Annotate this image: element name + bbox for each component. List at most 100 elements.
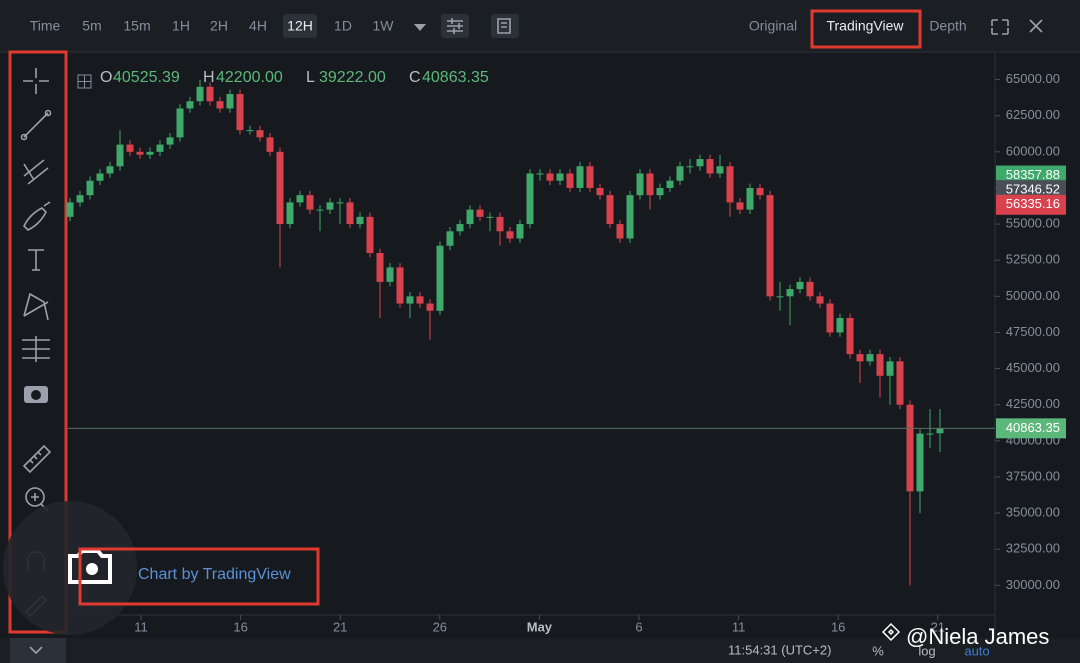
interval-button[interactable]: 12H xyxy=(287,18,313,34)
candle-body xyxy=(456,224,464,232)
indicator-button[interactable] xyxy=(441,14,469,38)
close-icon[interactable] xyxy=(1029,19,1043,33)
candle-body xyxy=(316,209,324,211)
line-tool-end xyxy=(20,133,28,141)
view-button[interactable]: Depth xyxy=(929,18,966,34)
text-tool[interactable] xyxy=(28,249,44,271)
candle-body xyxy=(156,144,164,152)
candle-body xyxy=(646,173,654,196)
candle-body xyxy=(606,195,614,225)
interval-dropdown[interactable] xyxy=(414,24,426,31)
candle-body xyxy=(436,245,444,311)
interval-active xyxy=(283,14,317,38)
prediction-tool[interactable] xyxy=(22,336,50,362)
plot: 30000.0032500.0035000.0037500.0040000.00… xyxy=(66,71,1066,634)
brush-tool[interactable] xyxy=(23,201,51,231)
candle-body xyxy=(656,187,664,196)
ohlc-key: C xyxy=(409,69,421,86)
candle-body xyxy=(386,267,394,282)
candle-body xyxy=(216,101,224,109)
y-tick-label: 42500.00 xyxy=(1006,396,1060,411)
y-tick-label: 52500.00 xyxy=(1006,252,1060,267)
x-tick-label: 6 xyxy=(635,619,642,634)
candle-body xyxy=(246,130,254,132)
candle-body xyxy=(616,224,624,239)
measure-tool[interactable] xyxy=(22,444,52,474)
candle-body xyxy=(416,296,424,304)
candle-body xyxy=(746,187,754,210)
candle-body xyxy=(176,108,184,138)
price-tag-label: 40863.35 xyxy=(1006,420,1060,435)
candle-body xyxy=(96,173,104,181)
scale-button[interactable]: % xyxy=(872,643,884,658)
candle-body xyxy=(926,433,934,435)
line-tool[interactable] xyxy=(23,112,49,138)
candle-body xyxy=(126,144,134,152)
x-tick-label: 26 xyxy=(433,619,447,634)
candle-body xyxy=(516,224,524,239)
candle-body xyxy=(586,166,594,188)
zoom-tool[interactable] xyxy=(25,487,45,507)
scale-button[interactable]: auto xyxy=(964,643,989,658)
view-button[interactable]: Original xyxy=(749,18,797,34)
candle-body xyxy=(426,303,434,311)
x-tick-label: 11 xyxy=(134,619,148,634)
candle-body xyxy=(916,433,924,492)
candle-body xyxy=(896,361,904,405)
candle-body xyxy=(486,216,494,218)
candle-body xyxy=(816,296,824,304)
credit-icon xyxy=(881,622,901,642)
interval-button[interactable]: 1W xyxy=(373,18,395,34)
interval-button[interactable]: 1H xyxy=(172,18,190,34)
y-tick-label: 30000.00 xyxy=(1006,577,1060,592)
x-tick-label: 21 xyxy=(333,619,347,634)
price-tag-label: 58357.88 xyxy=(1006,167,1060,182)
highlight-box xyxy=(8,50,68,634)
interval-button[interactable]: 1D xyxy=(334,18,352,34)
settings-button[interactable] xyxy=(491,14,519,38)
ohlc-value: 40863.35 xyxy=(422,69,489,86)
clock: 11:54:31 (UTC+2) xyxy=(728,642,831,657)
interval-button[interactable]: 4H xyxy=(249,18,267,34)
candle-body xyxy=(846,317,854,355)
candle-body xyxy=(396,267,404,304)
candle-body xyxy=(836,317,844,333)
fullscreen-icon[interactable] xyxy=(991,19,1009,35)
candle-body xyxy=(336,202,344,204)
y-tick-label: 47500.00 xyxy=(1006,324,1060,339)
candle-body xyxy=(406,296,414,304)
candle-body xyxy=(116,144,124,167)
screenshot-lens xyxy=(31,390,41,400)
y-tick-label: 65000.00 xyxy=(1006,71,1060,86)
fib-tool[interactable] xyxy=(23,159,49,185)
candle-body xyxy=(86,180,94,196)
y-tick-label: 37500.00 xyxy=(1006,468,1060,483)
interval-button[interactable]: 5m xyxy=(82,18,101,34)
view-button[interactable]: TradingView xyxy=(826,18,904,34)
candle-body xyxy=(826,303,834,333)
ohlc-value: 40525.39 xyxy=(113,69,180,86)
y-tick-label: 32500.00 xyxy=(1006,541,1060,556)
candle-body xyxy=(256,130,264,138)
candle-body xyxy=(796,281,804,290)
ohlc-key: O xyxy=(100,69,112,86)
crosshair-tool[interactable] xyxy=(23,68,49,94)
scale-button[interactable]: log xyxy=(918,643,935,658)
candle-body xyxy=(776,296,784,298)
ohlc-key: H xyxy=(203,69,215,86)
price-tag xyxy=(996,418,1066,439)
candle-body xyxy=(866,354,874,362)
pattern-tool[interactable] xyxy=(23,292,49,321)
candle-body xyxy=(696,159,704,167)
y-tick-label: 55000.00 xyxy=(1006,216,1060,231)
legend-toggle-mark xyxy=(78,75,91,88)
interval-button[interactable]: 2H xyxy=(210,18,228,34)
price-tag-label: 57346.52 xyxy=(1006,182,1060,197)
interval-button[interactable]: 15m xyxy=(123,18,150,34)
candle-body xyxy=(806,281,814,297)
candle-body xyxy=(346,202,354,225)
interval-label: Time xyxy=(30,18,61,34)
credit: @Niela James xyxy=(906,624,1049,649)
candle-body xyxy=(566,173,574,188)
